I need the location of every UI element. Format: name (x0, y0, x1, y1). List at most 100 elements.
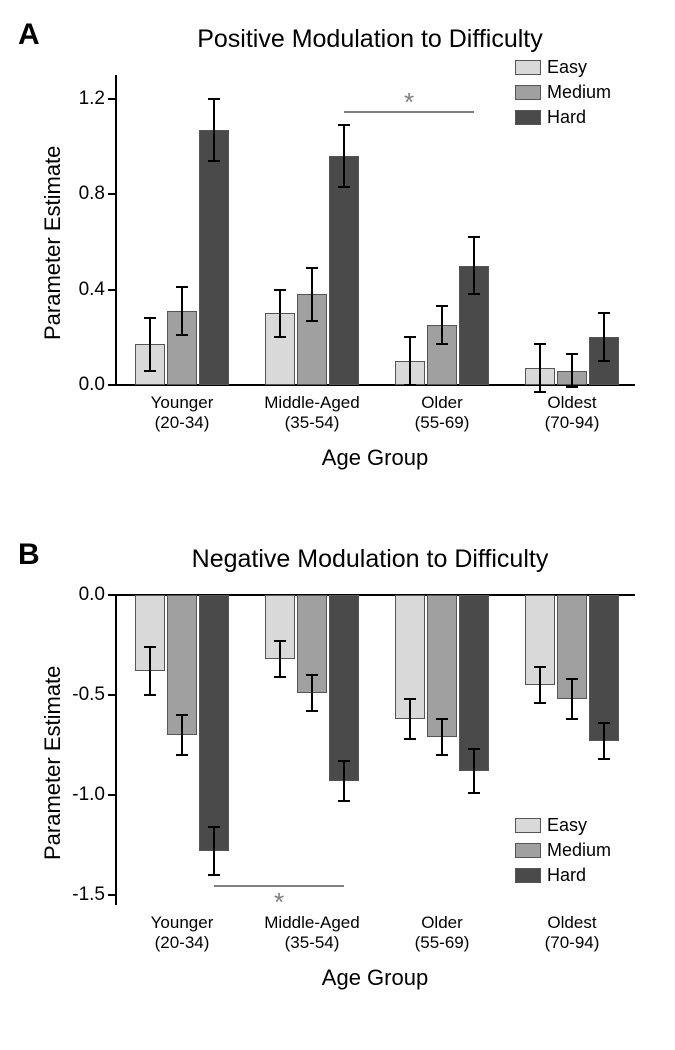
errorbar-cap (274, 640, 286, 642)
y-tick-label: 1.2 (60, 88, 105, 110)
legend-label-easy: Easy (547, 57, 587, 78)
y-tick-label: 0.0 (60, 374, 105, 396)
errorbar-cap (208, 874, 220, 876)
legend-row-medium: Medium (515, 840, 611, 861)
errorbar-cap (338, 800, 350, 802)
y-tick-label: -1.5 (60, 884, 105, 906)
errorbar-cap (144, 370, 156, 372)
errorbar-cap (534, 702, 546, 704)
x-group-label: Oldest(70-94) (512, 393, 632, 434)
errorbar (279, 290, 281, 338)
legend-label-medium: Medium (547, 82, 611, 103)
errorbar-cap (208, 160, 220, 162)
errorbar-cap (404, 336, 416, 338)
errorbar (409, 699, 411, 739)
y-tick (108, 289, 115, 291)
errorbar-cap (274, 336, 286, 338)
errorbar-cap (404, 738, 416, 740)
errorbar-cap (534, 343, 546, 345)
y-tick (108, 694, 115, 696)
errorbar-cap (176, 286, 188, 288)
legend-label-hard: Hard (547, 865, 586, 886)
x-group-label: Oldest(70-94) (512, 913, 632, 954)
errorbar-cap (306, 320, 318, 322)
errorbar-cap (566, 718, 578, 720)
errorbar (441, 719, 443, 755)
errorbar-cap (338, 124, 350, 126)
errorbar (149, 318, 151, 370)
errorbar-cap (208, 826, 220, 828)
errorbar (149, 647, 151, 695)
panel-b-ylabel: Parameter Estimate (40, 666, 66, 860)
errorbar-cap (468, 748, 480, 750)
legend-row-easy: Easy (515, 57, 611, 78)
errorbar (473, 749, 475, 793)
y-tick (108, 193, 115, 195)
errorbar-cap (534, 666, 546, 668)
errorbar-cap (208, 98, 220, 100)
bar-hard (199, 595, 229, 851)
errorbar-cap (338, 186, 350, 188)
errorbar-cap (566, 386, 578, 388)
errorbar-cap (436, 718, 448, 720)
legend-swatch-easy (515, 60, 541, 75)
errorbar (441, 306, 443, 344)
panel-b-legend: Easy Medium Hard (515, 815, 611, 890)
x-group-label: Younger(20-34) (122, 913, 242, 954)
bar-medium (427, 595, 457, 737)
bar-hard (329, 156, 359, 385)
panel-a-label: A (18, 18, 40, 52)
y-tick-label: -1.0 (60, 784, 105, 806)
y-tick (108, 894, 115, 896)
errorbar-cap (176, 754, 188, 756)
significance-star: * (399, 87, 419, 118)
legend-swatch-medium (515, 843, 541, 858)
errorbar-cap (468, 293, 480, 295)
errorbar (181, 287, 183, 335)
errorbar-cap (404, 698, 416, 700)
errorbar-cap (338, 760, 350, 762)
errorbar-cap (598, 360, 610, 362)
errorbar-cap (176, 334, 188, 336)
legend-swatch-easy (515, 818, 541, 833)
panel-b-title: Negative Modulation to Difficulty (110, 545, 630, 574)
errorbar-cap (144, 694, 156, 696)
errorbar (343, 125, 345, 187)
errorbar-cap (566, 678, 578, 680)
errorbar-cap (436, 343, 448, 345)
x-group-label: Younger(20-34) (122, 393, 242, 434)
errorbar (539, 344, 541, 392)
y-tick (108, 384, 115, 386)
errorbar-cap (306, 710, 318, 712)
errorbar-cap (144, 646, 156, 648)
errorbar (213, 827, 215, 875)
y-tick-label: -0.5 (60, 684, 105, 706)
errorbar (343, 761, 345, 801)
errorbar (603, 723, 605, 759)
errorbar (571, 679, 573, 719)
x-group-label: Older(55-69) (382, 913, 502, 954)
legend-label-hard: Hard (547, 107, 586, 128)
errorbar-cap (274, 289, 286, 291)
errorbar-cap (566, 353, 578, 355)
errorbar (539, 667, 541, 703)
y-tick-label: 0.4 (60, 279, 105, 301)
y-tick (108, 794, 115, 796)
errorbar-cap (598, 722, 610, 724)
errorbar-cap (404, 384, 416, 386)
errorbar-cap (306, 267, 318, 269)
bar-hard (459, 595, 489, 771)
x-group-label: Middle-Aged(35-54) (252, 913, 372, 954)
figure-container: A Positive Modulation to Difficulty 0.00… (0, 0, 675, 1050)
bar-hard (589, 595, 619, 741)
errorbar (279, 641, 281, 677)
errorbar (311, 268, 313, 320)
errorbar-cap (468, 792, 480, 794)
errorbar-cap (598, 312, 610, 314)
bar-hard (329, 595, 359, 781)
errorbar (311, 675, 313, 711)
legend-label-easy: Easy (547, 815, 587, 836)
panel-b: B Negative Modulation to Difficulty 0.0-… (0, 520, 675, 1050)
errorbar-cap (436, 305, 448, 307)
panel-a: A Positive Modulation to Difficulty 0.00… (0, 0, 675, 520)
